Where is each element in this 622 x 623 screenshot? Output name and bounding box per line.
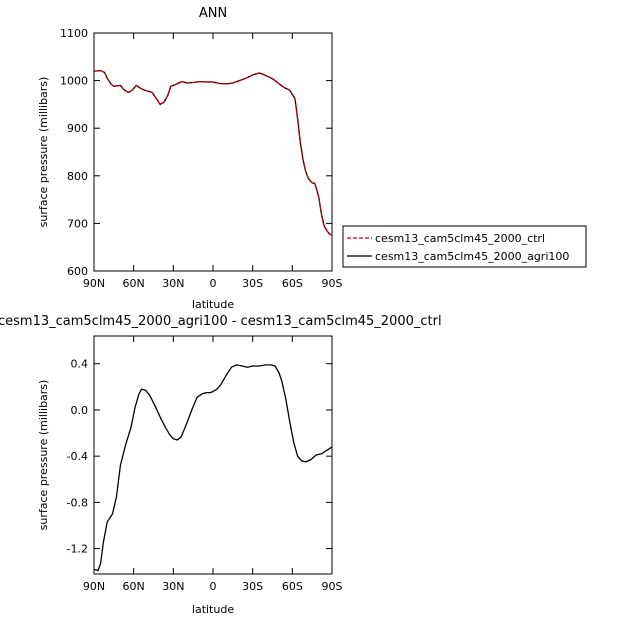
legend-frame <box>342 225 587 268</box>
x-tick-label: 90S <box>322 580 343 593</box>
y-axis-label: surface pressure (millibars) <box>37 77 50 228</box>
y-tick-label: 0.0 <box>71 404 89 417</box>
y-tick-label: 0.4 <box>71 358 89 371</box>
x-tick-label: 30N <box>162 277 184 290</box>
x-axis-label: latitude <box>192 298 234 311</box>
series-line-difference <box>93 364 333 572</box>
series-line-agri100 <box>93 69 333 236</box>
y-tick-label: 1000 <box>60 75 88 88</box>
y-tick-label: 800 <box>67 170 88 183</box>
x-tick-label: 30S <box>242 580 263 593</box>
y-axis-label: surface pressure (millibars) <box>37 380 50 531</box>
legend-label-agri100: cesm13_cam5clm45_2000_agri100 <box>375 250 569 263</box>
y-tick-label: -1.2 <box>67 543 88 556</box>
x-tick-label: 60N <box>123 580 145 593</box>
x-tick-label: 60S <box>282 277 303 290</box>
x-tick-label: 30N <box>162 580 184 593</box>
legend: cesm13_cam5clm45_2000_ctrl cesm13_cam5cl… <box>342 225 587 268</box>
x-tick-label: 90N <box>83 277 105 290</box>
x-axis-label: latitude <box>192 603 234 616</box>
pressure-panel: ANN 600 700 800 900 1000 1100 90N 60N 30N 0 30S 60… <box>37 6 343 311</box>
x-tick-label: 0 <box>210 580 217 593</box>
series-line-ctrl <box>93 69 333 236</box>
plot-frame <box>93 335 333 575</box>
chart-title: ANN <box>199 6 227 21</box>
y-tick-label: 700 <box>67 217 88 230</box>
y-tick-label: 1100 <box>60 27 88 40</box>
y-tick-label: -0.8 <box>67 496 88 509</box>
difference-panel: cesm13_cam5clm45_2000_agri100 - cesm13_c… <box>0 314 442 616</box>
chart-title: cesm13_cam5clm45_2000_agri100 - cesm13_c… <box>0 314 442 329</box>
plot-frame <box>93 32 333 272</box>
y-tick-label: -0.4 <box>67 450 88 463</box>
x-tick-label: 0 <box>210 277 217 290</box>
x-tick-label: 60S <box>282 580 303 593</box>
x-tick-label: 60N <box>123 277 145 290</box>
x-tick-label: 90N <box>83 580 105 593</box>
y-tick-label: 900 <box>67 122 88 135</box>
x-tick-label: 30S <box>242 277 263 290</box>
x-tick-label: 90S <box>322 277 343 290</box>
y-tick-label: 600 <box>67 265 88 278</box>
legend-label-ctrl: cesm13_cam5clm45_2000_ctrl <box>375 232 545 245</box>
